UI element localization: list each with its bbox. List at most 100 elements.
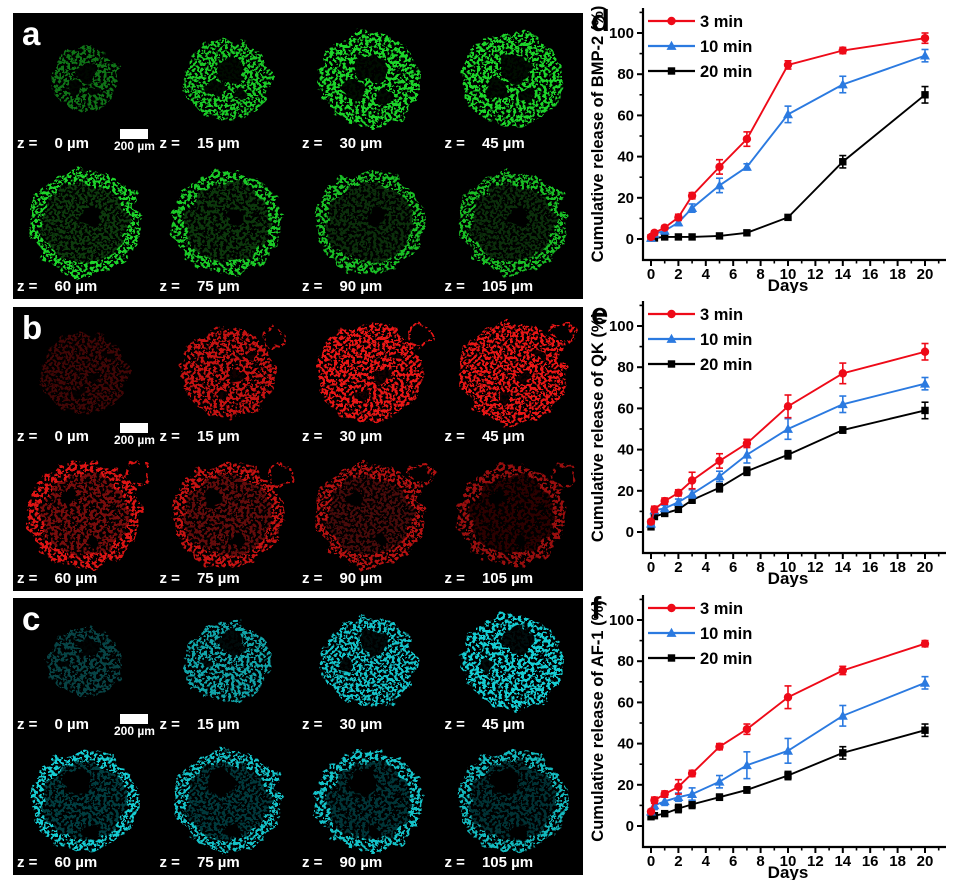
svg-text:100: 100 — [609, 612, 634, 629]
fluorescence-image — [172, 171, 282, 274]
z-slice-b-2: z = 30 µm — [298, 307, 441, 449]
fluorescence-image — [183, 38, 271, 121]
svg-text:3 min: 3 min — [700, 13, 743, 31]
scale-bar-a: 200 µm — [114, 129, 155, 152]
svg-text:Days: Days — [768, 276, 809, 293]
z-prefix: z = — [302, 854, 323, 871]
panel-letter-c: c — [22, 600, 41, 637]
z-value: 30 µm — [339, 428, 383, 445]
z-stack-grid-a: z = 0 µm z = 15 µm z = 30 µm z = 45 µm z = 60 µm z… — [13, 13, 583, 299]
z-prefix: z = — [17, 428, 38, 445]
fluorescence-image — [171, 461, 293, 568]
z-depth-label: z = 0 µm — [17, 136, 89, 151]
z-stack-grid-b: z = 0 µm z = 15 µm z = 30 µm z = 45 µm z = 60 µm z… — [13, 307, 583, 591]
fluorescence-image — [318, 32, 421, 127]
svg-text:18: 18 — [889, 559, 906, 576]
z-value: 45 µm — [481, 715, 525, 733]
z-depth-label: z = 15 µm — [160, 136, 240, 151]
z-prefix: z = — [17, 570, 38, 587]
z-value: 45 µm — [481, 428, 525, 445]
z-prefix: z = — [302, 135, 323, 152]
svg-text:60: 60 — [617, 400, 634, 417]
z-prefix: z = — [444, 135, 465, 152]
z-slice-a-3: z = 45 µm — [441, 13, 584, 156]
svg-text:100: 100 — [609, 318, 634, 335]
z-prefix: z = — [302, 715, 323, 733]
z-value: 90 µm — [339, 570, 383, 587]
scale-bar-label: 200 µm — [114, 433, 155, 447]
z-prefix: z = — [444, 278, 465, 295]
svg-text:0: 0 — [647, 853, 655, 870]
z-value: 105 µm — [481, 278, 534, 295]
svg-text:18: 18 — [889, 266, 906, 283]
z-depth-label: z = 30 µm — [302, 717, 382, 732]
svg-text:8: 8 — [756, 853, 764, 870]
z-prefix: z = — [444, 715, 465, 733]
svg-text:40: 40 — [617, 736, 634, 753]
svg-text:14: 14 — [834, 266, 851, 283]
z-prefix: z = — [444, 854, 465, 871]
svg-text:20 min: 20 min — [700, 650, 752, 668]
scale-bar-label: 200 µm — [114, 139, 155, 153]
z-depth-label: z = 30 µm — [302, 136, 382, 151]
z-slice-c-4: z = 60 µm — [13, 737, 156, 876]
chart-qk-release: 0 2 4 6 8 10 12 14 16 18 20 0 20 40 60 80 100 Days Cumulat… — [589, 301, 946, 587]
panel-letter-d: d — [591, 3, 610, 38]
svg-text:16: 16 — [862, 266, 879, 283]
svg-text:14: 14 — [834, 853, 851, 870]
panel-letter-a: a — [22, 15, 41, 52]
z-slice-a-4: z = 60 µm — [13, 156, 156, 299]
z-prefix: z = — [444, 570, 465, 587]
svg-text:20: 20 — [917, 853, 934, 870]
fluorescence-image — [457, 749, 567, 852]
z-depth-label: z = 60 µm — [17, 855, 97, 870]
svg-text:20 min: 20 min — [700, 356, 752, 374]
z-value: 45 µm — [481, 135, 525, 152]
z-prefix: z = — [159, 854, 180, 871]
fluorescence-image — [173, 750, 281, 851]
svg-text:14: 14 — [834, 559, 851, 576]
z-stack-grid-c: z = 0 µm z = 15 µm z = 30 µm z = 45 µm z = 60 µm z… — [13, 598, 583, 875]
microscopy-panel-b: b z = 0 µm z = 15 µm z = 30 µm z = 45 µm z = 60 µ… — [13, 307, 583, 591]
z-value: 75 µm — [196, 570, 240, 587]
svg-text:80: 80 — [617, 359, 634, 376]
fluorescence-image — [315, 750, 424, 851]
svg-text:12: 12 — [807, 853, 824, 870]
svg-text:8: 8 — [756, 559, 764, 576]
svg-text:6: 6 — [729, 853, 737, 870]
z-slice-b-6: z = 90 µm — [298, 449, 441, 591]
fluorescence-image — [28, 170, 141, 275]
fluorescence-image — [458, 463, 576, 566]
z-prefix: z = — [17, 715, 38, 733]
svg-text:0: 0 — [647, 559, 655, 576]
z-depth-label: z = 0 µm — [17, 429, 89, 444]
z-value: 105 µm — [481, 570, 534, 587]
z-slice-b-7: z = 105 µm — [441, 449, 584, 591]
z-value: 60 µm — [54, 278, 98, 295]
scale-bar-label: 200 µm — [114, 724, 155, 738]
z-value: 105 µm — [481, 854, 534, 871]
fluorescence-image — [458, 321, 576, 424]
z-value: 15 µm — [196, 135, 240, 152]
svg-text:16: 16 — [862, 559, 879, 576]
z-slice-a-1: z = 15 µm — [156, 13, 299, 156]
fluorescence-image — [316, 322, 432, 423]
panel-letter-f: f — [591, 590, 602, 625]
panel-letter-e: e — [591, 296, 609, 331]
z-value: 15 µm — [196, 428, 240, 445]
z-slice-c-6: z = 90 µm — [298, 737, 441, 876]
svg-text:60: 60 — [617, 107, 634, 124]
scale-bar-line — [120, 714, 149, 724]
svg-text:Cumulative release of AF-1 (%): Cumulative release of AF-1 (%) — [589, 600, 607, 841]
z-value: 0 µm — [54, 428, 89, 445]
z-prefix: z = — [302, 428, 323, 445]
z-slice-b-4: z = 60 µm — [13, 449, 156, 591]
microscopy-panel-c: c z = 0 µm z = 15 µm z = 30 µm z = 45 µm z = 60 µ… — [13, 598, 583, 875]
z-value: 15 µm — [196, 715, 240, 733]
z-depth-label: z = 60 µm — [17, 279, 97, 294]
svg-text:100: 100 — [609, 25, 634, 42]
svg-text:10 min: 10 min — [700, 331, 752, 349]
z-depth-label: z = 90 µm — [302, 571, 382, 586]
fluorescence-image — [314, 171, 425, 274]
